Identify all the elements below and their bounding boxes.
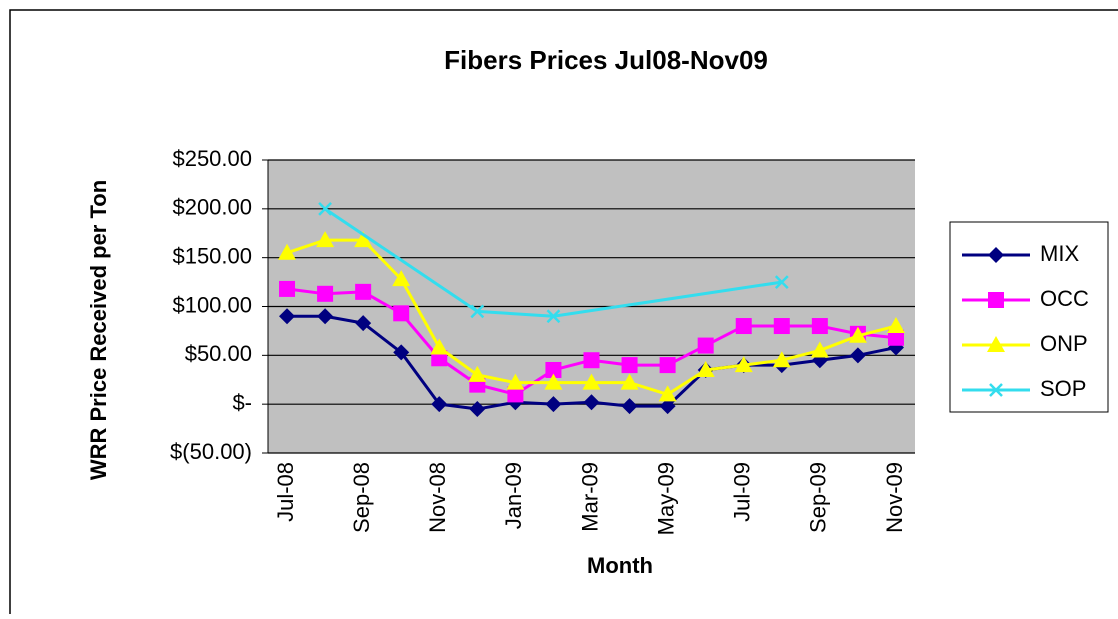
line-segment: [399, 351, 441, 406]
x-axis-label: Month: [587, 553, 653, 578]
marker: [316, 231, 335, 248]
line-segment: [477, 309, 554, 318]
marker: [318, 201, 332, 216]
legend-label: MIX: [1040, 241, 1079, 266]
marker: [355, 315, 372, 332]
marker: [659, 357, 676, 374]
legend-marker: [988, 292, 1004, 308]
marker: [317, 308, 334, 325]
marker: [735, 318, 752, 335]
marker: [620, 373, 639, 390]
x-tick-label: Mar-09: [577, 462, 602, 532]
line-segment: [324, 207, 479, 313]
marker: [431, 396, 448, 413]
marker: [583, 394, 600, 411]
y-axis-label: WRR Price Received per Ton: [86, 180, 111, 480]
marker: [468, 365, 487, 382]
line-segment: [553, 280, 783, 318]
line-segment: [362, 321, 403, 354]
x-tick-label: Sep-08: [349, 462, 374, 533]
marker: [469, 401, 486, 418]
marker: [848, 326, 867, 343]
marker: [355, 283, 372, 300]
marker: [658, 385, 677, 402]
marker: [393, 305, 410, 322]
marker: [430, 338, 449, 355]
y-tick-label: $100.00: [172, 292, 252, 317]
marker: [697, 337, 714, 354]
x-tick-label: Nov-08: [425, 462, 450, 533]
marker: [774, 275, 789, 289]
legend-label: ONP: [1040, 331, 1088, 356]
legend-label: SOP: [1040, 376, 1086, 401]
marker: [545, 396, 562, 413]
x-tick-label: May-09: [653, 462, 678, 535]
line-segment: [286, 238, 326, 255]
x-tick-label: Nov-09: [882, 462, 907, 533]
marker: [392, 270, 411, 287]
line-segment: [705, 363, 744, 372]
x-tick-label: Jan-09: [501, 462, 526, 529]
marker: [621, 357, 638, 374]
x-tick-label: Sep-09: [806, 462, 831, 533]
line-segment: [781, 348, 821, 362]
marker: [546, 309, 561, 324]
line-segment: [477, 373, 516, 385]
marker: [849, 347, 866, 364]
y-tick-label: $(50.00): [170, 439, 252, 464]
marker: [583, 352, 600, 369]
y-tick-label: $50.00: [185, 341, 252, 366]
legend-marker: [988, 247, 1004, 263]
marker: [279, 280, 296, 297]
marker: [886, 317, 905, 334]
x-tick-label: Jul-09: [730, 462, 755, 522]
legend-marker: [989, 383, 1003, 397]
marker: [393, 344, 410, 361]
y-tick-label: $250.00: [172, 146, 252, 171]
marker: [470, 304, 485, 319]
marker: [810, 341, 829, 358]
marker: [317, 285, 334, 302]
marker: [659, 398, 676, 415]
y-tick-label: $150.00: [172, 243, 252, 268]
marker: [279, 308, 296, 325]
legend-label: OCC: [1040, 286, 1089, 311]
marker: [773, 318, 790, 335]
marker: [507, 386, 524, 403]
marker: [582, 373, 601, 390]
marker: [354, 231, 373, 248]
marker: [545, 361, 562, 378]
marker: [887, 329, 904, 346]
legend-marker: [987, 336, 1005, 352]
marker: [811, 318, 828, 335]
marker: [621, 398, 638, 415]
y-tick-label: $-: [232, 390, 252, 415]
marker: [772, 351, 791, 368]
line-segment: [629, 381, 669, 396]
marker: [696, 360, 715, 377]
chart-title: Fibers Prices Jul08-Nov09: [444, 45, 768, 75]
marker: [734, 356, 753, 373]
marker: [544, 373, 563, 390]
y-tick-label: $200.00: [172, 195, 252, 220]
line-segment: [399, 278, 441, 349]
marker: [506, 373, 525, 390]
line-segment: [857, 324, 897, 338]
marker: [278, 243, 297, 260]
line-segment: [743, 358, 782, 367]
x-tick-label: Jul-08: [273, 462, 298, 522]
